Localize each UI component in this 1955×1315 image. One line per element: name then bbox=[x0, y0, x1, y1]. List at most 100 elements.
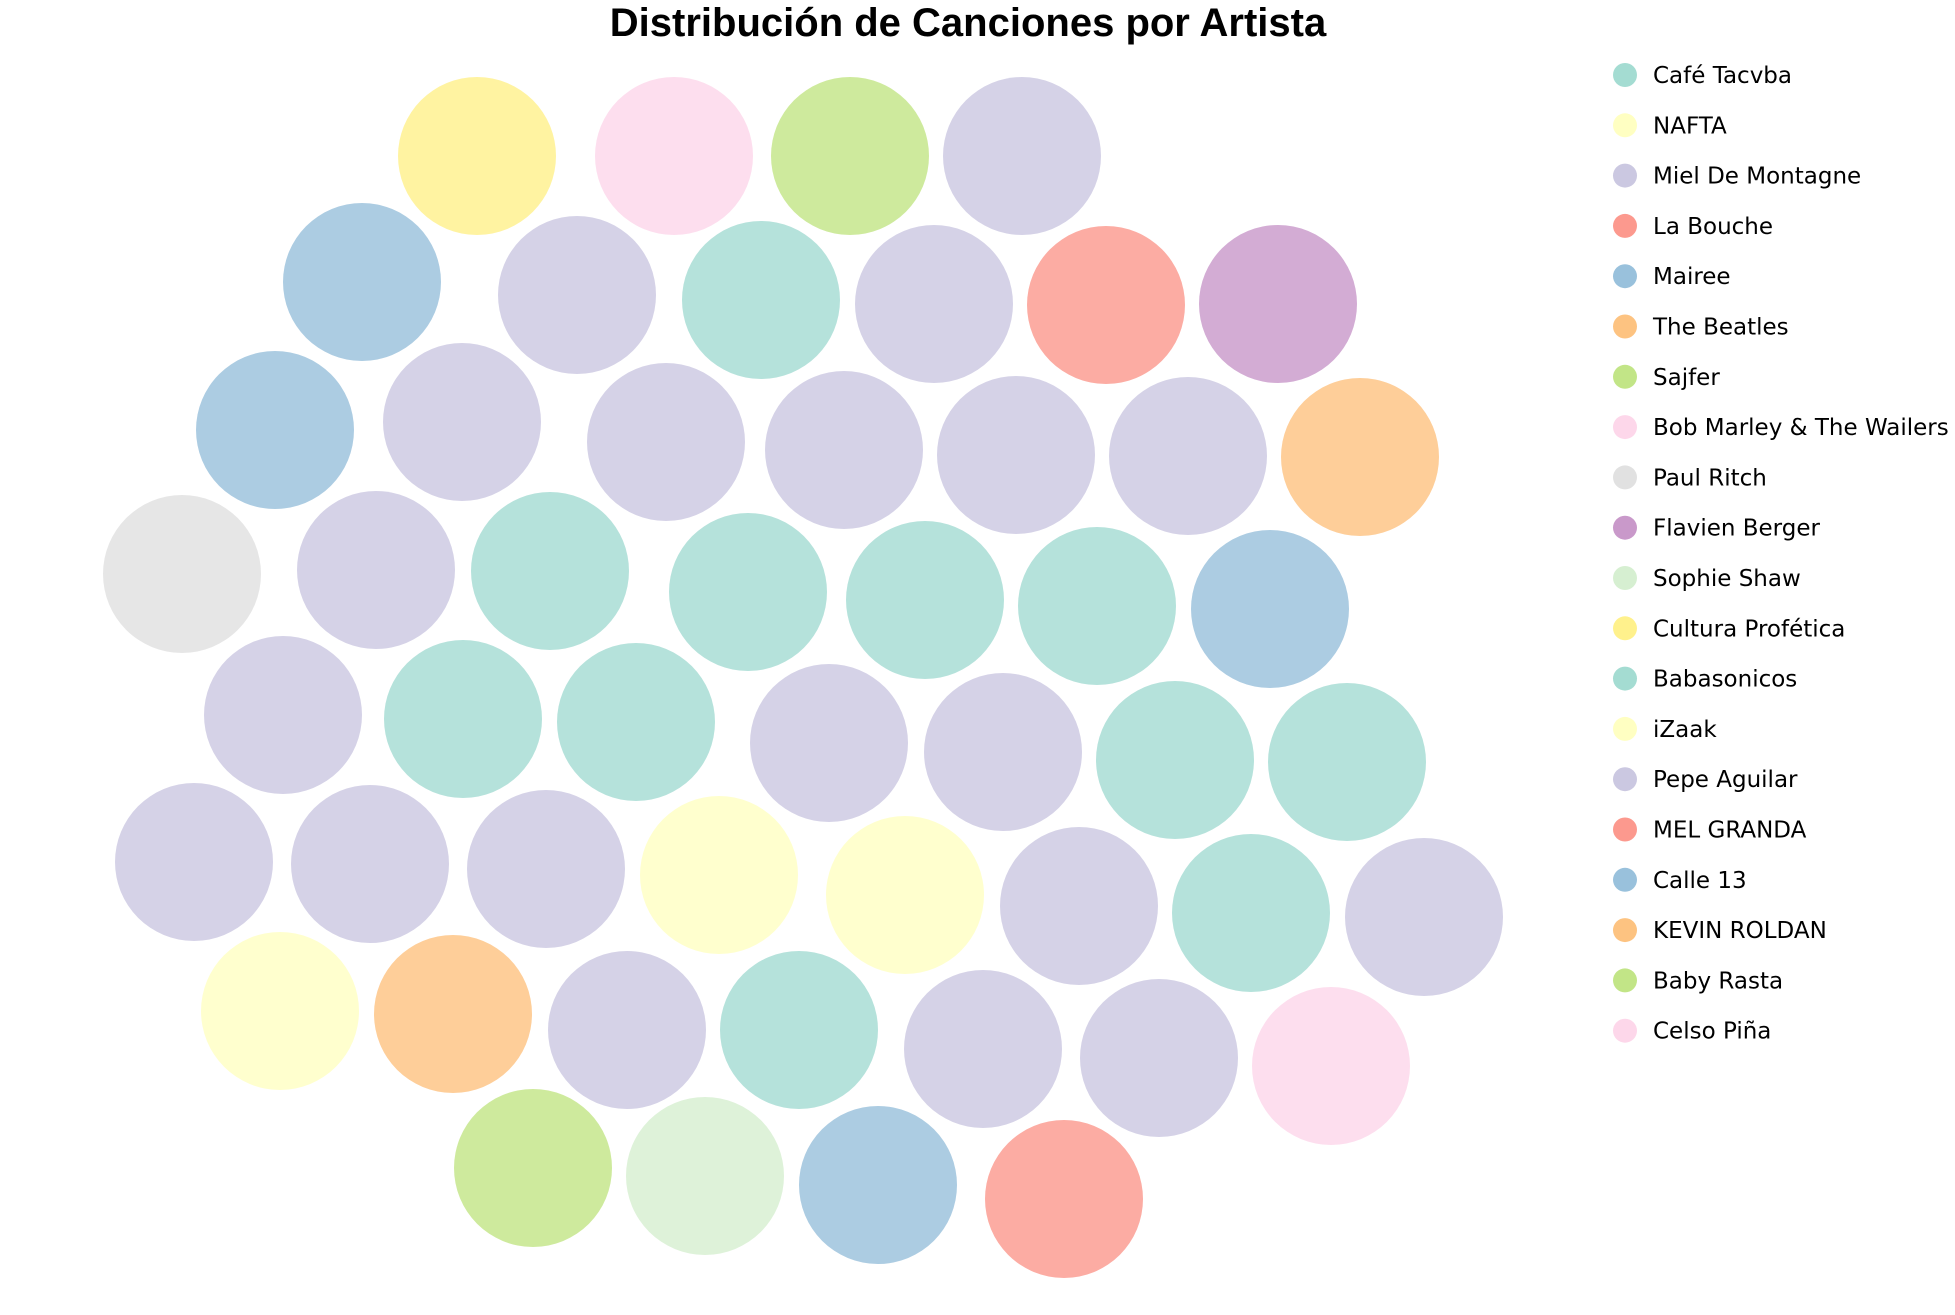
legend-item[interactable]: Baby Rasta bbox=[1613, 968, 1783, 994]
legend-label: Celso Piña bbox=[1653, 1019, 1771, 1045]
legend-item[interactable]: Babasonicos bbox=[1613, 666, 1797, 693]
bubble-sophie-shaw[interactable]: Sophie Shaw bbox=[626, 1097, 784, 1255]
legend-item[interactable]: Sophie Shaw bbox=[1613, 566, 1801, 592]
bubble-izaak[interactable]: iZaak bbox=[201, 932, 359, 1090]
bubble-pepe-aguilar[interactable]: Pepe Aguilar bbox=[924, 673, 1082, 831]
legend-item[interactable]: iZaak bbox=[1613, 716, 1717, 743]
legend-item[interactable]: Miel De Montagne bbox=[1613, 163, 1861, 190]
legend-item[interactable]: Mairee bbox=[1613, 264, 1731, 290]
legend-label: NAFTA bbox=[1653, 113, 1727, 139]
bubble-pepe-aguilar[interactable]: Pepe Aguilar bbox=[204, 636, 362, 794]
legend-swatch bbox=[1613, 163, 1637, 188]
legend-label: iZaak bbox=[1653, 717, 1717, 743]
legend-label: KEVIN ROLDAN bbox=[1653, 918, 1827, 944]
bubble-babasonicos[interactable]: Babasonicos bbox=[1172, 834, 1330, 992]
legend-swatch bbox=[1613, 465, 1637, 490]
bubble-babasonicos[interactable]: Babasonicos bbox=[720, 951, 878, 1109]
bubble-babasonicos[interactable]: Babasonicos bbox=[1096, 681, 1254, 839]
legend-label: Miel De Montagne bbox=[1653, 164, 1861, 190]
bubble-pepe-aguilar[interactable]: Pepe Aguilar bbox=[291, 785, 449, 943]
chart-title: Distribución de Canciones por Artista bbox=[610, 1, 1327, 45]
legend-item[interactable]: NAFTA bbox=[1613, 113, 1727, 139]
legend-label: Bob Marley & The Wailers bbox=[1653, 415, 1949, 441]
bubble-babasonicos[interactable]: Babasonicos bbox=[846, 521, 1004, 679]
bubble-la-bouche[interactable]: La Bouche bbox=[1027, 226, 1185, 384]
legend-swatch bbox=[1613, 314, 1637, 339]
legend-item[interactable]: KEVIN ROLDAN bbox=[1613, 918, 1827, 944]
legend-label: Café Tacvba bbox=[1653, 63, 1792, 89]
bubble-flavien-berger[interactable]: Flavien Berger bbox=[1199, 225, 1357, 383]
bubble-pepe-aguilar[interactable]: Pepe Aguilar bbox=[587, 363, 745, 521]
bubble-pepe-aguilar[interactable]: Pepe Aguilar bbox=[383, 343, 541, 501]
legend-swatch bbox=[1613, 767, 1637, 792]
bubble-pepe-aguilar[interactable]: Pepe Aguilar bbox=[1080, 979, 1238, 1137]
legend-item[interactable]: Flavien Berger bbox=[1613, 515, 1820, 542]
legend-label: Babasonicos bbox=[1653, 667, 1797, 693]
bubble-calle-13[interactable]: Calle 13 bbox=[1191, 530, 1349, 688]
legend-label: La Bouche bbox=[1653, 214, 1773, 240]
bubble-baby-rasta[interactable]: Baby Rasta bbox=[454, 1089, 612, 1247]
bubble-pepe-aguilar[interactable]: Pepe Aguilar bbox=[498, 216, 656, 374]
bubble-izaak[interactable]: iZaak bbox=[640, 796, 798, 954]
legend-item[interactable]: The Beatles bbox=[1613, 314, 1789, 341]
bubble-celso-pi-a[interactable]: Celso Piña bbox=[1252, 987, 1410, 1145]
legend-label: Cultura Profética bbox=[1653, 616, 1845, 642]
legend-swatch bbox=[1613, 1018, 1637, 1043]
bubble-pepe-aguilar[interactable]: Pepe Aguilar bbox=[467, 790, 625, 948]
legend-swatch bbox=[1613, 817, 1637, 842]
bubble-babasonicos[interactable]: Babasonicos bbox=[471, 492, 629, 650]
legend-label: Mairee bbox=[1653, 264, 1731, 290]
bubble-mel-granda[interactable]: MEL GRANDA bbox=[985, 1120, 1143, 1278]
legend-swatch bbox=[1613, 415, 1637, 440]
bubble-babasonicos[interactable]: Babasonicos bbox=[1018, 527, 1176, 685]
legend-item[interactable]: Pepe Aguilar bbox=[1613, 767, 1798, 793]
legend-swatch bbox=[1613, 364, 1637, 389]
bubble-babasonicos[interactable]: Babasonicos bbox=[384, 640, 542, 798]
bubble-pepe-aguilar[interactable]: Pepe Aguilar bbox=[765, 371, 923, 529]
bubble-babasonicos[interactable]: Babasonicos bbox=[669, 513, 827, 671]
bubble-calle-13[interactable]: Calle 13 bbox=[799, 1106, 957, 1264]
bubble-calle-13[interactable]: Calle 13 bbox=[196, 351, 354, 509]
legend-swatch bbox=[1613, 63, 1637, 87]
bubble-babasonicos[interactable]: Babasonicos bbox=[682, 221, 840, 379]
bubble-cultura-prof-tica[interactable]: Cultura Profética bbox=[398, 77, 556, 235]
legend-label: Calle 13 bbox=[1653, 868, 1747, 894]
bubble-pepe-aguilar[interactable]: Pepe Aguilar bbox=[1000, 827, 1158, 985]
bubble-pepe-aguilar[interactable]: Pepe Aguilar bbox=[297, 491, 455, 649]
bubble-sajfer[interactable]: Sajfer bbox=[771, 77, 929, 235]
bubble-pepe-aguilar[interactable]: Pepe Aguilar bbox=[1345, 838, 1503, 996]
legend: Café Tacvba NAFTA Miel De Montagne La Bouch… bbox=[1613, 63, 1949, 1045]
bubble-pepe-aguilar[interactable]: Pepe Aguilar bbox=[943, 77, 1101, 235]
legend-swatch bbox=[1613, 616, 1637, 641]
legend-item[interactable]: Celso Piña bbox=[1613, 1018, 1771, 1045]
bubble-babasonicos[interactable]: Babasonicos bbox=[1268, 683, 1426, 841]
bubble-pepe-aguilar[interactable]: Pepe Aguilar bbox=[937, 376, 1095, 534]
bubble-izaak[interactable]: iZaak bbox=[826, 816, 984, 974]
legend-item[interactable]: Sajfer bbox=[1613, 364, 1720, 391]
legend-label: Paul Ritch bbox=[1653, 465, 1767, 491]
legend-swatch bbox=[1613, 213, 1637, 238]
legend-item[interactable]: Cultura Profética bbox=[1613, 616, 1845, 642]
legend-label: Flavien Berger bbox=[1653, 516, 1820, 542]
bubble-babasonicos[interactable]: Babasonicos bbox=[557, 643, 715, 801]
bubble-pepe-aguilar[interactable]: Pepe Aguilar bbox=[904, 970, 1062, 1128]
bubble-pepe-aguilar[interactable]: Pepe Aguilar bbox=[855, 225, 1013, 383]
bubble-kevin-roldan[interactable]: KEVIN ROLDAN bbox=[374, 935, 532, 1093]
bubble-bob-marley-the-wailers[interactable]: Bob Marley & The Wailers bbox=[595, 77, 753, 235]
legend-label: The Beatles bbox=[1652, 315, 1789, 341]
bubble-paul-ritch[interactable]: Paul Ritch bbox=[103, 495, 261, 653]
legend-swatch bbox=[1613, 113, 1637, 138]
legend-item[interactable]: La Bouche bbox=[1613, 213, 1773, 240]
legend-item[interactable]: MEL GRANDA bbox=[1613, 817, 1807, 844]
legend-item[interactable]: Paul Ritch bbox=[1613, 465, 1767, 491]
bubble-pepe-aguilar[interactable]: Pepe Aguilar bbox=[1109, 377, 1267, 535]
bubble-pepe-aguilar[interactable]: Pepe Aguilar bbox=[548, 951, 706, 1109]
bubble-pepe-aguilar[interactable]: Pepe Aguilar bbox=[115, 783, 273, 941]
bubble-kevin-roldan[interactable]: KEVIN ROLDAN bbox=[1281, 378, 1439, 536]
legend-item[interactable]: Café Tacvba bbox=[1613, 63, 1792, 89]
legend-item[interactable]: Calle 13 bbox=[1613, 867, 1747, 894]
legend-item[interactable]: Bob Marley & The Wailers bbox=[1613, 415, 1949, 441]
bubble-pepe-aguilar[interactable]: Pepe Aguilar bbox=[750, 664, 908, 822]
bubble-mairee[interactable]: Mairee bbox=[283, 203, 441, 361]
